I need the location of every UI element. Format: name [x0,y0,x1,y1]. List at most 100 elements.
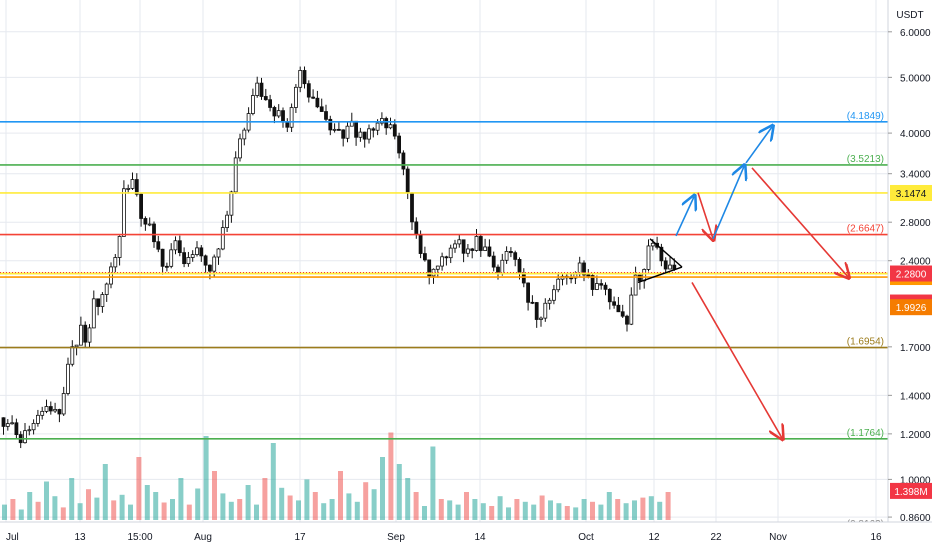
volume-bar [2,504,7,520]
candle-body [422,253,427,261]
candle-body [10,422,15,425]
candle-body [164,265,169,268]
y-tick-label: 0.8600 [900,513,931,524]
candle-body [603,284,608,290]
candle-body [324,111,328,120]
candle-body [186,257,191,265]
volume-bar [178,478,184,520]
candle-body [113,257,118,268]
volume-bar [60,507,66,520]
candle-body [543,302,548,319]
x-tick-label: 12 [648,532,660,543]
candle-body [569,277,573,280]
candle-body [453,243,457,249]
candle-body [36,414,40,424]
volume-bar [10,499,16,520]
triangle-lower [637,266,683,284]
candle-body [311,96,316,99]
price-badge [890,482,932,499]
candle-body [470,248,475,251]
volume-bar [405,478,411,520]
volume-bar [598,504,604,520]
volume-bar [195,488,201,520]
volume-bar [388,432,394,520]
candle-body [177,240,182,254]
candle-body [229,191,234,216]
volume-bar [531,504,537,520]
volume-bar [396,464,402,520]
candle-body [109,266,113,285]
volume-bar [548,500,553,520]
candle-body [483,246,488,251]
volume-bar [44,481,49,520]
candle-body [306,83,311,98]
candle-body [539,317,543,320]
volume-bar [413,492,419,520]
candle-body [233,157,238,193]
volume-bar [203,436,209,520]
volume-bar [489,506,495,520]
candle-body [642,269,647,282]
candle-body [663,260,668,270]
candle-body [220,227,225,250]
triangle-upper [649,238,683,268]
candle-body [465,248,470,254]
price-badge [890,265,932,282]
candle-body [410,192,414,223]
x-tick-label: Jul [6,532,19,543]
x-tick-label: 13 [74,532,86,543]
candle-body [448,247,453,259]
arrow-down [691,282,782,438]
candle-body [607,288,612,303]
y-tick-label: 1.7000 [900,343,931,354]
candle-body [491,255,496,268]
volume-bar [128,504,133,520]
volume-bar [623,503,629,520]
candle-body [500,259,505,274]
candle-body [61,393,66,415]
candle-body [74,344,79,348]
x-tick-label: 22 [710,532,722,543]
volume-bar [346,493,352,520]
candle-body [397,135,402,154]
volume-bar [102,464,108,520]
candle-body [104,283,109,295]
volume-bar [18,509,24,520]
x-tick-label: Aug [194,532,212,543]
x-tick-label: 15:00 [127,532,152,543]
candle-body [199,247,204,257]
candle-body [474,236,479,251]
candle-body [143,218,148,225]
candle-body [216,248,221,258]
volume-bar [161,502,167,520]
candle-body [341,129,346,139]
volume-bar [539,495,545,520]
level-badge-text: 3.1474 [896,189,927,200]
candle-body [392,124,397,137]
candle-body [556,278,561,291]
volume-bar [615,499,621,520]
candle-body [595,283,599,290]
candle-body [242,129,247,140]
volume-bar [472,499,478,520]
volume-bar [296,500,301,520]
level-label: (1.1764) [847,428,884,439]
candle-body [672,264,677,270]
volume-bar [228,501,234,520]
volume-bar [144,485,150,520]
volume-bar [35,501,41,520]
candle-body [319,106,324,112]
candle-body [620,311,625,317]
candle-body [276,110,281,117]
candle-body [508,251,513,254]
candle-body [259,82,264,97]
volume-bar [573,507,579,520]
candle-body [638,274,642,282]
volume-bar [447,500,453,520]
candle-body [354,120,359,138]
candle-body [126,187,131,190]
candle-body [418,234,423,254]
candle-body [414,221,419,236]
candle-body [100,294,105,307]
